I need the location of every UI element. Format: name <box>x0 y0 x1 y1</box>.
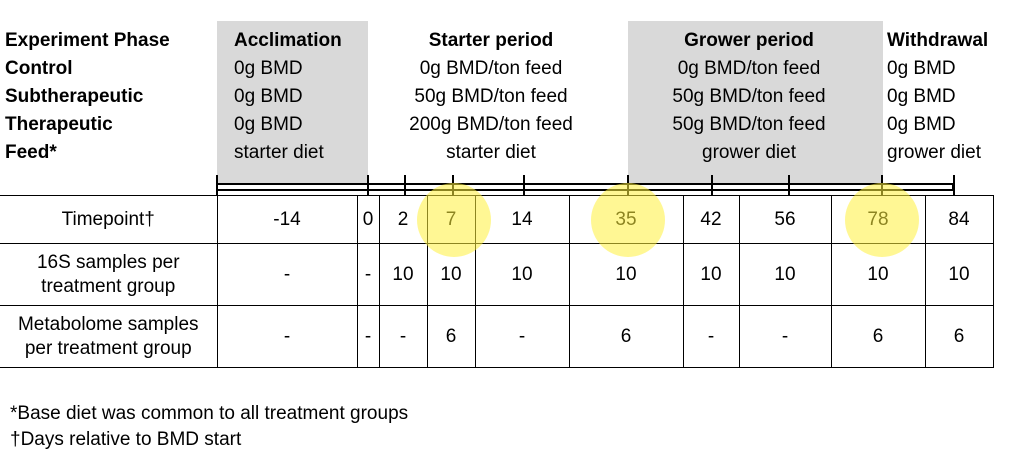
table-cell: 56 <box>738 195 832 244</box>
table-cell: - <box>474 305 570 368</box>
table-cell: - <box>356 305 380 368</box>
table-cell: -14 <box>216 195 358 244</box>
row-label: Timepoint† <box>0 195 218 244</box>
phase-line: 50g BMD/ton feed <box>672 86 826 107</box>
phase-line: 0g BMD/ton feed <box>419 58 563 79</box>
row-label-subtherapeutic: Subtherapeutic <box>5 86 144 107</box>
table-cell: - <box>216 243 358 306</box>
table-cell: - <box>216 305 358 368</box>
highlight-timepoint-78 <box>845 183 919 257</box>
phase-line: 50g BMD/ton feed <box>672 114 826 135</box>
highlight-timepoint-7 <box>417 183 491 257</box>
phase-line: 0g BMD <box>234 114 303 135</box>
timeline-tick <box>404 175 406 195</box>
timeline-tick <box>788 175 790 195</box>
phase-line: grower diet <box>887 142 981 163</box>
phase-line: grower diet <box>702 142 796 163</box>
phase-line: 50g BMD/ton feed <box>414 86 568 107</box>
phase-title: Acclimation <box>234 30 342 51</box>
row-label-feed: Feed* <box>5 142 57 163</box>
table-cell: - <box>682 305 740 368</box>
table-cell: 10 <box>738 243 832 306</box>
phase-line: 200g BMD/ton feed <box>409 114 573 135</box>
timeline-tick <box>367 175 369 195</box>
table-cell: 10 <box>682 243 740 306</box>
timeline-tick <box>216 175 218 195</box>
table-cell: - <box>356 243 380 306</box>
phase-line: starter diet <box>234 142 324 163</box>
table-row-metabolome-samples: Metabolome samples per treatment group -… <box>0 305 994 368</box>
phase-title: Grower period <box>684 30 814 51</box>
timeline-bar <box>216 183 954 191</box>
phase-line: 0g BMD <box>234 58 303 79</box>
table-row-16s-samples: 16S samples per treatment group - - 10 1… <box>0 243 994 306</box>
phase-line: 0g BMD <box>887 114 956 135</box>
experiment-phase-label: Experiment Phase <box>5 30 170 51</box>
acclimation-shade <box>217 21 368 184</box>
row-label-control: Control <box>5 58 73 79</box>
footnote-days-relative: †Days relative to BMD start <box>10 429 242 450</box>
phase-line: starter diet <box>446 142 536 163</box>
table-cell: 6 <box>924 305 994 368</box>
row-label: 16S samples per treatment group <box>0 243 218 306</box>
table-cell: 10 <box>378 243 428 306</box>
table-cell: - <box>738 305 832 368</box>
table-cell: 42 <box>682 195 740 244</box>
highlight-timepoint-35 <box>591 183 665 257</box>
table-cell: 6 <box>830 305 926 368</box>
phase-line: 0g BMD <box>887 86 956 107</box>
timeline-tick <box>523 175 525 195</box>
table-cell: 6 <box>568 305 684 368</box>
phase-line: 0g BMD/ton feed <box>677 58 821 79</box>
phase-line: 0g BMD <box>234 86 303 107</box>
table-cell: 10 <box>474 243 570 306</box>
row-label-therapeutic: Therapeutic <box>5 114 113 135</box>
grower-period-shade <box>628 21 883 184</box>
phase-title: Withdrawal <box>887 30 989 51</box>
table-cell: 6 <box>426 305 476 368</box>
table-cell: 10 <box>924 243 994 306</box>
footnote-base-diet: *Base diet was common to all treatment g… <box>10 403 409 424</box>
table-cell: 0 <box>356 195 380 244</box>
phase-title: Starter period <box>428 30 554 51</box>
timeline-tick <box>953 175 955 195</box>
table-cell: - <box>378 305 428 368</box>
phase-line: 0g BMD <box>887 58 956 79</box>
table-cell: 84 <box>924 195 994 244</box>
row-label: Metabolome samples per treatment group <box>0 305 218 368</box>
timeline-tick <box>711 175 713 195</box>
